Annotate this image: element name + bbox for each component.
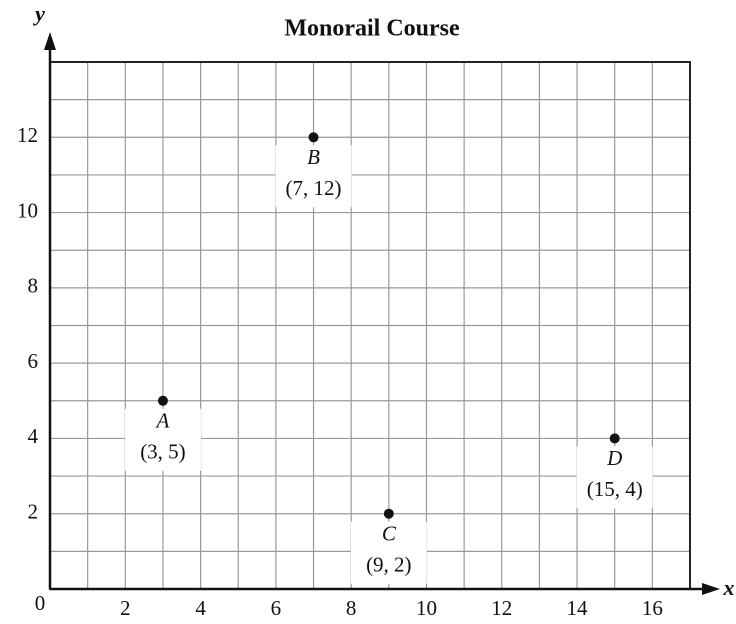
y-tick-label: 8 [28,274,39,298]
label-background [275,145,352,208]
x-axis-label: x [723,575,735,600]
x-tick-label: 4 [195,596,206,620]
y-tick-label: 10 [17,198,38,222]
point-group: C (9, 2) [350,508,427,584]
point-name: A [155,409,170,433]
point-label: (9, 2) [366,553,412,577]
point-group: A (3, 5) [124,395,201,471]
x-tick-label: 10 [416,596,437,620]
point-label: (7, 12) [286,176,342,200]
x-axis-arrow [702,583,720,595]
label-background [576,446,653,509]
y-tick-label: 6 [28,349,39,373]
point-name: C [382,522,397,546]
point [383,508,394,519]
x-tick-label: 16 [642,596,663,620]
point [609,433,620,444]
label-background [124,408,201,471]
x-tick-label: 2 [120,596,131,620]
chart-title: Monorail Course [284,16,460,42]
x-tick-label: 12 [491,596,512,620]
point-name: B [307,145,320,169]
y-tick-label: 4 [28,424,39,448]
x-tick-label: 6 [271,596,282,620]
label-background [350,521,427,584]
point-label: (3, 5) [140,440,186,464]
y-tick-label: 12 [17,123,38,147]
x-tick-label: 8 [346,596,357,620]
y-axis-arrow [44,32,56,50]
x-tick-label: 0 [35,591,46,615]
point-name: D [606,446,622,470]
x-tick-label: 14 [567,596,589,620]
y-axis-label: y [32,1,45,26]
point [308,132,319,143]
point-group: D (15, 4) [576,433,653,509]
point [157,395,168,406]
point-label: (15, 4) [587,477,643,501]
y-tick-label: 2 [28,500,39,524]
point-group: B (7, 12) [275,132,352,208]
